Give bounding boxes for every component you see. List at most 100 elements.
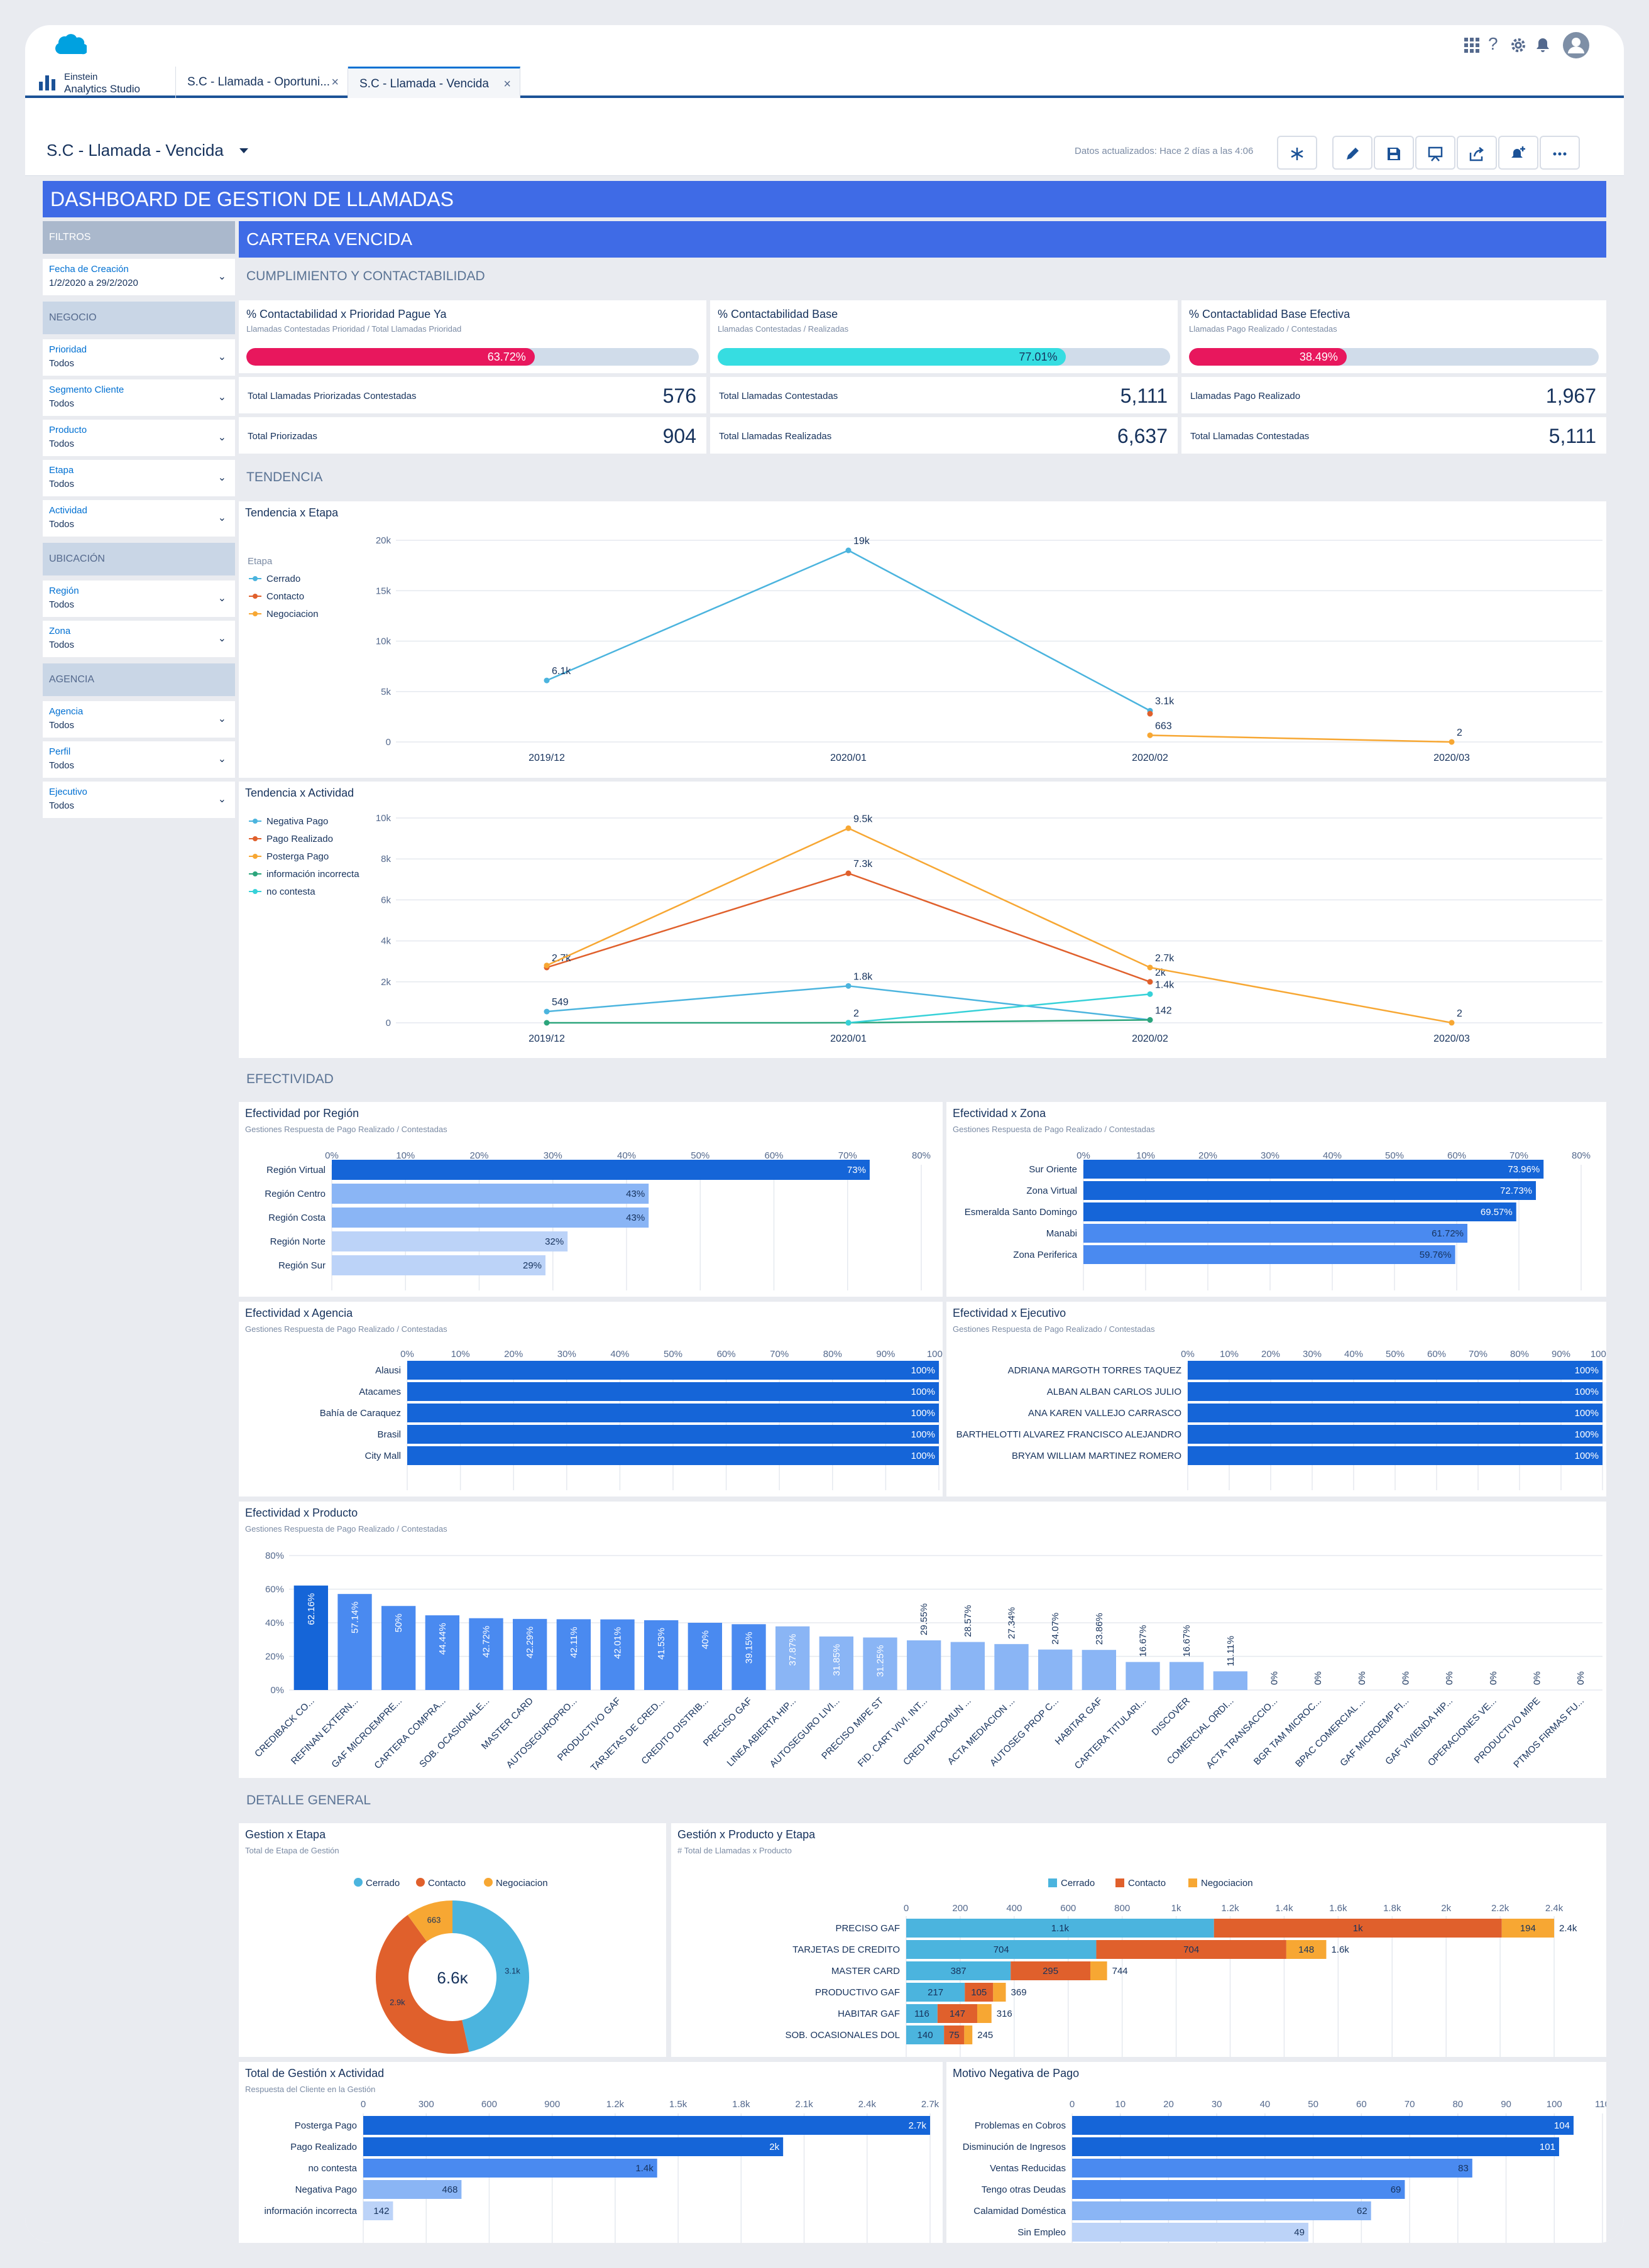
x-tick-label: 60% <box>1447 1150 1466 1161</box>
subscribe-button[interactable] <box>1498 136 1538 170</box>
stacked-segment <box>944 2025 965 2044</box>
dataset-button[interactable] <box>1277 136 1317 170</box>
chevron-down-icon: ⌄ <box>217 352 226 363</box>
y-tick-label: 0 <box>386 1018 391 1028</box>
x-tick-label: 1.8k <box>732 2099 750 2110</box>
filter-agencia[interactable]: Agencia Todos ⌄ <box>43 701 235 738</box>
title-dropdown-icon[interactable] <box>239 147 249 155</box>
filter-label: Fecha de Creación <box>49 264 129 275</box>
share-button[interactable] <box>1457 136 1497 170</box>
cartera-title: CARTERA VENCIDA <box>239 221 1606 258</box>
save-button[interactable] <box>1374 136 1414 170</box>
filter-region[interactable]: Región Todos ⌄ <box>43 581 235 617</box>
x-tick-label: 70% <box>1509 1150 1528 1161</box>
x-tick-label: 2020/03 <box>1433 1033 1470 1044</box>
legend-label: Negociacion <box>266 609 319 619</box>
legend-label: Posterga Pago <box>266 851 329 862</box>
bar-value-label: 100% <box>911 1429 935 1440</box>
slice-label: 2.9k <box>390 1997 405 2007</box>
bar <box>1072 2201 1371 2220</box>
present-button[interactable] <box>1415 136 1455 170</box>
kpi-row-label: Total Llamadas Contestadas <box>719 391 838 401</box>
x-tick-label: 50% <box>664 1349 682 1360</box>
app-name[interactable]: Einstein Analytics Studio <box>25 67 176 98</box>
filter-ejecutivo[interactable]: Ejecutivo Todos ⌄ <box>43 782 235 818</box>
filter-segmento[interactable]: Segmento Cliente Todos ⌄ <box>43 379 235 416</box>
bar-value-label: 61.72% <box>1432 1228 1464 1239</box>
stacked-segment <box>964 2025 973 2044</box>
kpi-efectiva: % Contactablidad Base Efectiva Llamadas … <box>1181 300 1606 373</box>
bar <box>512 1618 547 1690</box>
x-tick-label: 600 <box>1060 1903 1076 1914</box>
salesforce-cloud-logo[interactable] <box>52 31 87 58</box>
bar-value-label: 41.53% <box>656 1628 667 1660</box>
bar-chart-ejecutivo: 0% 10% 20% 30% 40% 50% 60% 70% 80% 90% 100% ADRIANA… <box>956 1349 1606 1490</box>
chart-motivo-negativa: Motivo Negativa de Pago 0 10 20 30 40 50 60 70 8… <box>946 2062 1606 2243</box>
more-actions-button[interactable] <box>1540 136 1580 170</box>
x-tick-label: 60% <box>717 1349 736 1360</box>
bar-value-label: 31.85% <box>831 1644 842 1676</box>
app-launcher-icon[interactable] <box>1463 36 1481 54</box>
data-label: 663 <box>1155 721 1172 731</box>
chart-region: Efectividad por Región Gestiones Respues… <box>239 1102 943 1297</box>
x-tick-label: 100% <box>1591 1349 1606 1360</box>
kpi-title: % Contactabilidad x Prioridad Pague Ya <box>246 308 447 320</box>
user-avatar[interactable] <box>1562 31 1590 59</box>
y-tick-label: 80% <box>265 1551 284 1561</box>
bar-value-label: 69.57% <box>1481 1207 1513 1218</box>
x-tick-label: 300 <box>419 2099 434 2110</box>
filter-etapa[interactable]: Etapa Todos ⌄ <box>43 460 235 496</box>
filter-producto[interactable]: Producto Todos ⌄ <box>43 420 235 456</box>
chart-gestion-etapa: Gestion x Etapa Total de Etapa de Gestió… <box>239 1823 666 2057</box>
stacked-segment <box>993 1983 1006 2002</box>
close-tab-icon[interactable]: × <box>331 75 339 89</box>
legend-marker <box>253 819 258 824</box>
tab-oportunidad[interactable]: S.C - Llamada - Oportuni... × <box>176 67 348 98</box>
bar <box>332 1255 546 1275</box>
chevron-down-icon: ⌄ <box>217 392 226 403</box>
bar <box>688 1623 723 1690</box>
filter-actividad[interactable]: Actividad Todos ⌄ <box>43 500 235 537</box>
help-icon[interactable]: ? <box>1488 34 1498 53</box>
chart-subtitle: Total de Etapa de Gestión <box>245 1846 339 1855</box>
filter-prioridad[interactable]: Prioridad Todos ⌄ <box>43 339 235 376</box>
chart-title: Gestion x Etapa <box>245 1828 326 1841</box>
bar-value-label: 0% <box>1357 1671 1367 1685</box>
close-tab-icon[interactable]: × <box>503 77 511 91</box>
tab-label: S.C - Llamada - Vencida <box>359 77 489 90</box>
x-tick-label: 2020/02 <box>1132 753 1168 763</box>
chart-producto-etapa: Gestión x Producto y Etapa # Total de Ll… <box>671 1823 1606 2057</box>
x-tick-label: 60% <box>764 1150 783 1161</box>
chart-title: Gestión x Producto y Etapa <box>677 1828 816 1841</box>
analytics-chart-icon <box>39 75 55 90</box>
bar <box>1072 2159 1472 2178</box>
y-tick-label: 6k <box>381 895 391 905</box>
x-tick-label: 40% <box>1344 1349 1363 1360</box>
y-category-label: TARJETAS DE CREDITO <box>792 1944 900 1955</box>
stacked-segment <box>965 1983 994 2002</box>
bar-value-label: 72.73% <box>1500 1186 1532 1196</box>
legend-marker <box>253 889 258 894</box>
filter-date[interactable]: Fecha de Creación 1/2/2020 a 29/2/2020 ⌄ <box>43 259 235 295</box>
y-category-label: Sin Empleo <box>1017 2227 1066 2238</box>
x-category-label: CARTERA COMPRA... <box>372 1696 447 1771</box>
data-label: 1.4k <box>1155 979 1175 990</box>
y-category-label: Negativa Pago <box>295 2184 357 2195</box>
stacked-segment <box>1501 1919 1555 1938</box>
chart-subtitle: Gestiones Respuesta de Pago Realizado / … <box>953 1125 1155 1134</box>
setup-gear-icon[interactable] <box>1509 36 1527 54</box>
data-point <box>845 983 852 989</box>
tab-vencida[interactable]: S.C - Llamada - Vencida × <box>348 67 520 98</box>
filter-label: Segmento Cliente <box>49 384 124 395</box>
y-category-label: City Mall <box>364 1451 401 1461</box>
x-tick-label: 20% <box>1198 1150 1217 1161</box>
donut-chart-etapa: Cerrado Contacto Negociacion 3.1k 2.9k 663 6.6… <box>354 1878 548 2054</box>
edit-button[interactable] <box>1332 136 1372 170</box>
notification-bell-icon[interactable] <box>1535 36 1551 54</box>
x-tick-label: 20% <box>1261 1349 1280 1360</box>
bar <box>600 1619 635 1690</box>
filter-zona[interactable]: Zona Todos ⌄ <box>43 621 235 657</box>
filter-perfil[interactable]: Perfil Todos ⌄ <box>43 741 235 778</box>
bar <box>407 1404 939 1422</box>
x-tick-label: 100 <box>1547 2099 1562 2110</box>
